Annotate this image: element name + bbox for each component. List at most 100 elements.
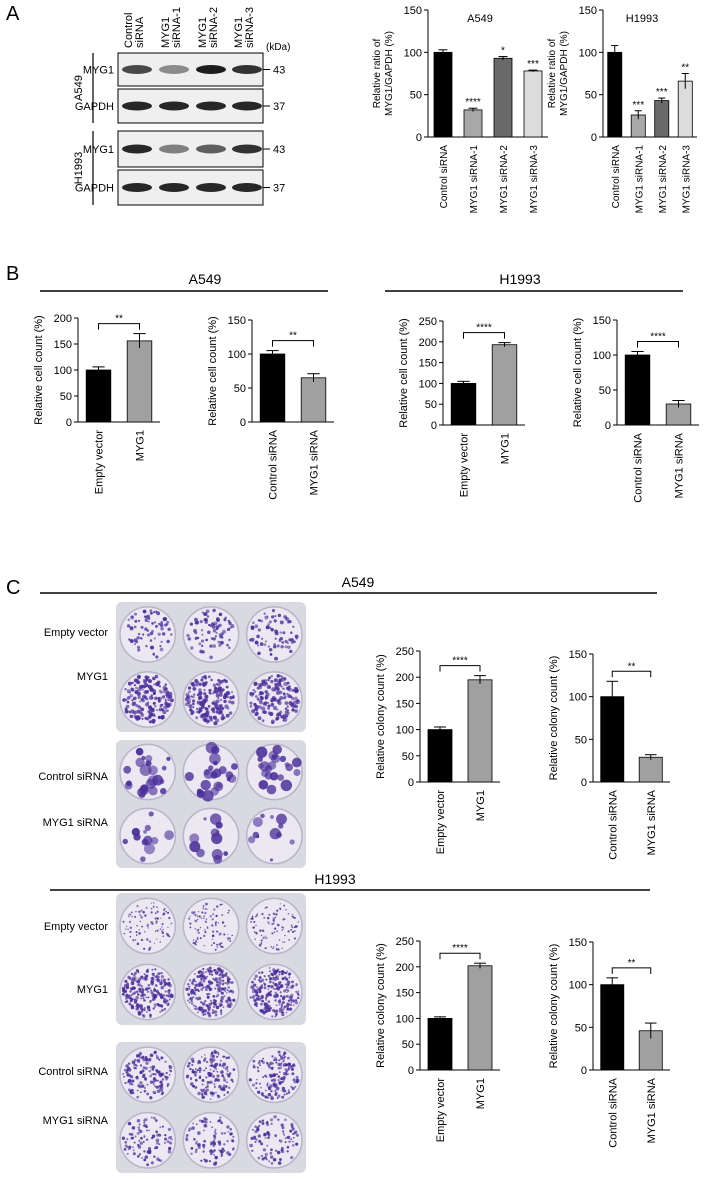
colony: [142, 911, 145, 914]
significance-bracket: [611, 670, 652, 678]
colony: [194, 988, 197, 991]
colony: [214, 977, 218, 981]
colony: [230, 691, 234, 694]
colony: [202, 1129, 205, 1132]
colony: [217, 640, 221, 644]
error-bar: [644, 754, 657, 760]
colony: [252, 831, 260, 839]
colony: [277, 948, 280, 951]
colony: [213, 1149, 216, 1152]
colony: [280, 1077, 284, 1081]
colony: [150, 1161, 154, 1165]
colony: [275, 1086, 280, 1091]
colony: [161, 926, 163, 928]
colony: [196, 988, 200, 992]
colony: [211, 745, 220, 755]
colony: [207, 630, 211, 635]
colony: [159, 623, 164, 628]
colony: [148, 1129, 151, 1132]
colony: [270, 1122, 273, 1126]
colony: [143, 1076, 147, 1080]
colony: [215, 693, 220, 698]
colony: [151, 1065, 156, 1069]
colony: [163, 907, 166, 910]
colony: [269, 1151, 273, 1155]
colony: [284, 1118, 287, 1122]
colony: [220, 1087, 223, 1091]
colony: [225, 999, 229, 1004]
colony: [134, 915, 137, 918]
colony: [285, 1011, 288, 1014]
colony: [206, 1085, 209, 1088]
colony: [267, 678, 270, 682]
blot-band: [196, 183, 226, 192]
section-title: A549: [189, 271, 222, 287]
colony: [213, 1063, 216, 1066]
colony: [267, 1063, 271, 1067]
colony: [229, 695, 233, 700]
colony: [156, 917, 160, 920]
colony: [167, 698, 171, 702]
colony: [263, 1010, 266, 1014]
colony: [153, 1005, 157, 1008]
colony: [211, 832, 223, 845]
colony: [260, 987, 262, 989]
bar: [463, 109, 483, 138]
bar: [523, 70, 543, 138]
colony: [210, 981, 214, 985]
colony: [187, 999, 190, 1002]
colony: [215, 905, 219, 908]
colony: [290, 1123, 294, 1127]
colony: [257, 651, 261, 656]
colony: [127, 1121, 132, 1126]
colony: [153, 1051, 157, 1055]
well: [182, 963, 240, 1021]
colony: [215, 699, 220, 704]
colony: [267, 1092, 272, 1097]
colony: [132, 1091, 135, 1094]
colony: [207, 980, 211, 984]
colony: [212, 1070, 215, 1073]
colony: [149, 940, 151, 943]
colony: [274, 615, 277, 618]
colony: [147, 617, 151, 620]
colony: [140, 713, 145, 717]
colony: [155, 655, 159, 659]
well: [182, 1111, 240, 1169]
colony: [271, 973, 274, 976]
colony: [215, 1068, 218, 1071]
colony: [145, 754, 153, 762]
colony: [152, 988, 157, 992]
colony: [292, 1140, 294, 1143]
y-tick-label: 100: [396, 725, 414, 737]
colony: [220, 1000, 224, 1003]
colony: [205, 1067, 207, 1070]
colony: [129, 997, 134, 1001]
colony: [153, 1155, 156, 1158]
colony: [132, 986, 136, 990]
colony: [258, 979, 261, 982]
colony: [262, 681, 266, 685]
colony: [276, 1150, 281, 1155]
colony: [270, 1155, 274, 1159]
colony: [286, 985, 289, 989]
colony: [194, 1150, 198, 1154]
colony: [125, 998, 127, 1000]
colony: [194, 980, 197, 983]
colony: [143, 1086, 146, 1090]
y-tick-label: 50: [425, 399, 437, 411]
colony: [292, 1000, 295, 1003]
colony: [151, 622, 154, 625]
colony: [147, 684, 152, 689]
colony: [149, 1015, 152, 1018]
colony: [121, 1136, 126, 1141]
colony: [290, 928, 293, 931]
colony: [141, 755, 146, 761]
colony: [206, 615, 210, 618]
colony: [258, 1139, 262, 1143]
colony: [277, 1094, 281, 1098]
colony: [270, 815, 274, 819]
colony: [197, 1062, 200, 1065]
colony: [209, 1064, 212, 1067]
